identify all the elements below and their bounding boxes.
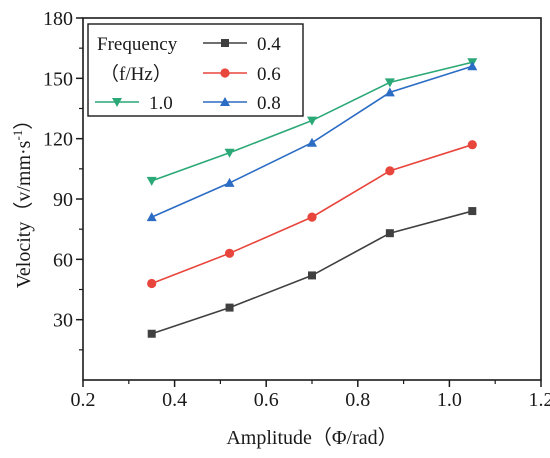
data-point: [146, 176, 157, 186]
data-point: [224, 177, 235, 187]
x-tick-label: 0.4: [162, 389, 187, 411]
y-tick-label: 180: [43, 8, 73, 30]
data-point: [147, 278, 157, 289]
legend-marker: [221, 39, 229, 47]
data-point: [385, 229, 394, 238]
data-point: [385, 166, 395, 176]
legend-label: 0.4: [257, 34, 281, 55]
data-point: [307, 116, 317, 126]
y-axis-label-main: Velocity（v/mm·s: [12, 140, 35, 288]
x-axis-label: Amplitude（Φ/rad）: [226, 426, 397, 449]
legend-entry-0.8: 0.8: [203, 93, 281, 114]
y-axis-label-close: ）: [12, 110, 35, 130]
legend-title-line1: Frequency: [97, 34, 178, 55]
legend-entry-0.6: 0.6: [203, 64, 281, 85]
data-point: [224, 248, 235, 258]
data-point: [147, 329, 156, 338]
data-point: [384, 87, 395, 97]
legend-marker: [112, 98, 122, 107]
series-0.6: [147, 140, 477, 289]
y-tick-label: 30: [53, 310, 73, 332]
y-axis-label-superscript: -1: [10, 130, 25, 141]
series-0.4: [147, 207, 477, 338]
data-point: [384, 78, 395, 88]
data-point: [225, 303, 234, 312]
data-point: [224, 148, 235, 158]
x-tick-label: 0.6: [254, 389, 279, 411]
legend-marker: [220, 97, 230, 106]
y-tick-label: 90: [53, 189, 73, 211]
legend-entry-0.4: 0.4: [203, 34, 281, 55]
data-point: [146, 212, 157, 222]
legend-label: 1.0: [149, 93, 173, 114]
data-point: [308, 271, 316, 280]
x-tick-label: 0.2: [71, 389, 96, 411]
legend-label: 0.6: [257, 64, 281, 85]
series-1.0: [146, 58, 478, 186]
data-point: [307, 212, 317, 222]
series-0.8: [146, 61, 478, 222]
legend-title-line2: （f/Hz）: [100, 63, 172, 85]
x-axis: 0.2 0.4 0.6 0.8 1.0 1.2: [71, 380, 550, 411]
x-tick-label: 1.2: [529, 389, 550, 411]
data-point: [467, 61, 478, 71]
y-tick-label: 60: [53, 249, 73, 271]
legend-marker: [220, 68, 230, 78]
x-tick-label: 1.0: [437, 389, 462, 411]
legend: Frequency （f/Hz） 0.4 0.6 1.0 0.8: [87, 23, 304, 117]
x-tick-label: 0.8: [345, 389, 370, 411]
data-point: [467, 140, 477, 150]
y-axis: 30 60 90 120 150 180: [43, 8, 83, 351]
legend-box: [87, 23, 304, 117]
data-point: [468, 207, 477, 216]
legend-label: 0.8: [257, 93, 281, 114]
legend-entry-1.0: 1.0: [95, 93, 173, 114]
y-tick-label: 120: [43, 129, 73, 151]
y-axis-label: Velocity（v/mm·s-1）: [10, 110, 35, 289]
y-tick-label: 150: [43, 68, 73, 90]
series-layer: [146, 58, 478, 338]
data-point: [307, 137, 317, 147]
